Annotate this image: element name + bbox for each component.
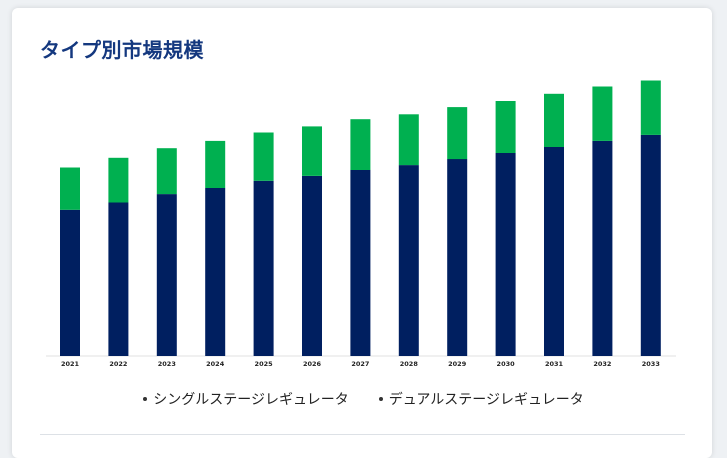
page-title: タイプ別市場規模 — [40, 38, 204, 62]
x-tick-label-2031: 2031 — [545, 360, 564, 368]
bar-2029-series-1 — [447, 159, 468, 356]
legend-label-series-2: デュアルステージレギュレータ — [388, 392, 584, 408]
x-tick-label-2030: 2030 — [497, 360, 516, 368]
bar-2025-series-2 — [253, 132, 274, 181]
bar-2032-series-2 — [592, 86, 613, 141]
x-tick-label-2032: 2032 — [593, 360, 611, 368]
legend-item-series-1: シングルステージレギュレータ — [143, 389, 349, 409]
legend-item-series-2: デュアルステージレギュレータ — [378, 389, 584, 409]
legend: シングルステージレギュレータ デュアルステージレギュレータ — [0, 389, 727, 409]
bar-2025-series-1 — [253, 180, 274, 356]
bar-2032-series-1 — [592, 140, 613, 356]
legend-bullet — [378, 397, 383, 401]
x-tick-label-2023: 2023 — [158, 360, 176, 368]
bars-group — [60, 80, 661, 356]
chart-svg: 2021 2022 2023 2024 2025 2026 2027 2028 2029 2030… — [46, 80, 676, 368]
bar-2029-series-2 — [447, 107, 468, 160]
bar-2023-series-2 — [156, 148, 177, 195]
bar-2031-series-2 — [544, 93, 564, 147]
x-tick-label-2028: 2028 — [400, 360, 419, 368]
x-tick-label-2024: 2024 — [206, 360, 225, 368]
bar-2027-series-2 — [350, 119, 371, 170]
x-tick-label-2022: 2022 — [109, 360, 127, 368]
bar-2031-series-1 — [544, 147, 564, 356]
x-tick-label-2029: 2029 — [448, 360, 467, 368]
bar-2030-series-1 — [495, 153, 516, 356]
bar-2023-series-1 — [156, 194, 177, 356]
bar-2022-series-2 — [108, 157, 129, 203]
bar-2021-series-2 — [60, 167, 80, 210]
bar-2028-series-1 — [398, 165, 419, 356]
x-tick-label-2027: 2027 — [351, 360, 369, 368]
bar-2024-series-1 — [205, 188, 226, 356]
x-tick-label-2025: 2025 — [255, 360, 274, 368]
bar-2033-series-2 — [640, 80, 661, 135]
legend-bullet — [143, 397, 148, 401]
divider — [40, 434, 685, 435]
bar-2024-series-2 — [205, 140, 226, 188]
x-tick-labels: 2021 2022 2023 2024 2025 2026 2027 2028 2029 2030… — [61, 360, 660, 368]
x-tick-label-2026: 2026 — [303, 360, 322, 368]
bar-2028-series-2 — [398, 114, 419, 166]
x-tick-label-2033: 2033 — [642, 360, 660, 368]
bar-2021-series-1 — [60, 209, 80, 356]
bar-2026-series-2 — [302, 126, 322, 176]
bar-2027-series-1 — [350, 169, 371, 356]
bar-2026-series-1 — [302, 176, 322, 356]
bar-2033-series-1 — [640, 134, 661, 356]
bar-2022-series-1 — [108, 202, 129, 356]
legend-label-series-1: シングルステージレギュレータ — [153, 392, 349, 408]
bar-2030-series-2 — [495, 101, 516, 153]
x-tick-label-2021: 2021 — [61, 360, 80, 368]
